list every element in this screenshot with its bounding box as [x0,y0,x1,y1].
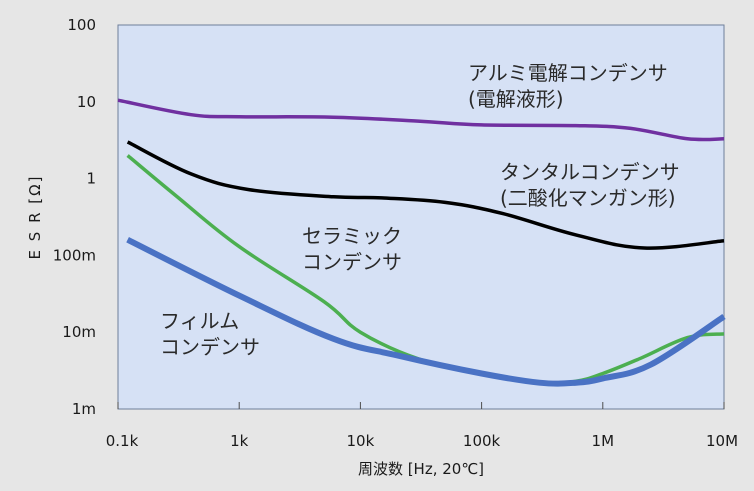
x-tick-label: 0.1k [106,432,139,450]
tantalum-line [126,140,725,250]
y-tick-label: 10 [77,93,96,111]
y-tick-label: 10m [62,323,96,341]
ceramic-label-line: セラミック [302,224,402,248]
y-tick-label: 1 [86,170,96,188]
x-axis-title: 周波数 [Hz, 20℃] [358,460,484,478]
y-tick-label: 100m [53,246,96,264]
ceramic-label-line: コンデンサ [302,250,402,274]
film-label-line: フィルム [160,309,239,333]
tantalum-label-line: タンタルコンデンサ [500,160,680,184]
aluminum-electrolytic-line [117,98,725,142]
x-tick-label: 10M [706,432,738,450]
series-layer [117,98,726,387]
y-axis-title: E S R [Ω] [26,175,44,260]
x-tick-label: 10k [347,432,375,450]
aluminum-electrolytic-label: アルミ電解コンデンサ(電解液形) [468,61,668,111]
film-label-line: コンデンサ [160,335,260,359]
x-tick-label: 100k [463,432,501,450]
y-axis-ticks: 100 10 1 100m 10m 1m [53,16,96,418]
x-tick-label: 1k [230,432,249,450]
aluminum-electrolytic-label-line: (電解液形) [468,87,564,111]
x-tick-label: 1M [592,432,615,450]
y-tick-label: 1m [72,400,96,418]
plot-area [117,24,725,410]
x-axis-ticks: 0.1k 1k 10k 100k 1M 10M [106,402,738,450]
ceramic-label: セラミックコンデンサ [302,224,402,274]
tantalum-label-line: (二酸化マンガン形) [500,186,676,210]
film-line [126,237,726,387]
tantalum-label: タンタルコンデンサ(二酸化マンガン形) [500,160,680,210]
aluminum-electrolytic-label-line: アルミ電解コンデンサ [468,61,668,85]
film-label: フィルムコンデンサ [160,309,260,359]
series-labels: アルミ電解コンデンサ(電解液形) タンタルコンデンサ(二酸化マンガン形) セラミック… [160,61,680,359]
y-tick-label: 100 [67,16,96,34]
